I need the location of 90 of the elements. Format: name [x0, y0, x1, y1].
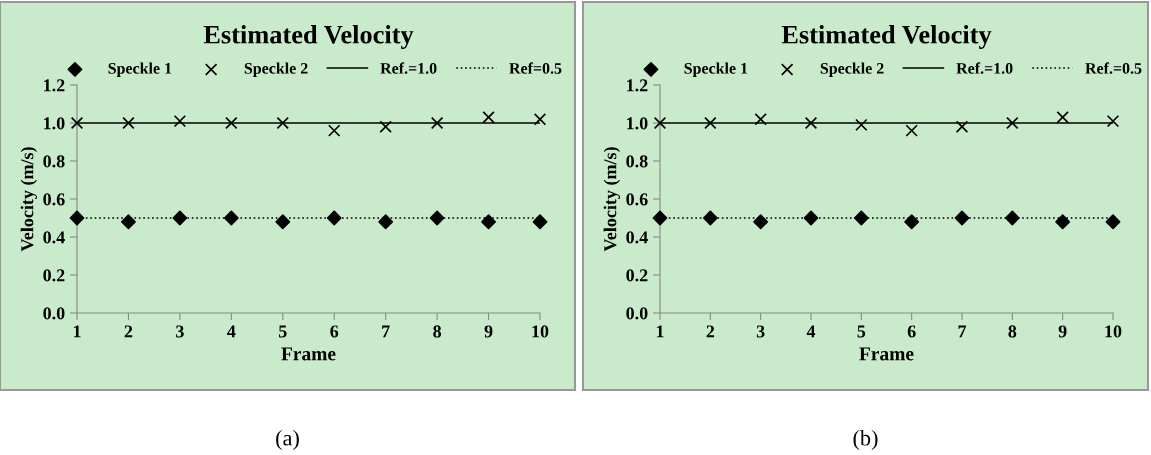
x-tick-label: 3: [756, 325, 765, 338]
x-tick-label: 9: [1058, 325, 1067, 338]
point: [905, 124, 918, 137]
legend-label: Speckle 1: [684, 62, 748, 78]
point: [173, 114, 187, 128]
y-tick-label: 0.6: [43, 193, 65, 206]
y-tick-label: 1.2: [44, 79, 65, 92]
point: [702, 210, 718, 226]
x-tick-label: 2: [706, 325, 715, 338]
point: [652, 210, 668, 226]
point: [1106, 114, 1120, 128]
point: [482, 111, 495, 124]
chart-title: Estimated Velocity: [203, 25, 414, 50]
y-tick-label: 0.2: [626, 269, 648, 282]
point: [326, 210, 342, 226]
point: [276, 116, 289, 130]
point: [1056, 111, 1069, 124]
point: [69, 210, 85, 226]
legend-label: Speckle 1: [108, 62, 172, 78]
y-axis-title: Velocity (m/s): [603, 147, 621, 252]
point: [225, 116, 238, 130]
x-tick-label: 4: [227, 325, 236, 338]
legend-label: Ref.=1.0: [380, 62, 437, 74]
point: [804, 116, 818, 130]
x-tick-label: 8: [1008, 325, 1017, 338]
x-tick-label: 1: [656, 325, 664, 338]
point: [1006, 116, 1019, 130]
point: [1105, 214, 1121, 230]
text: (a): [276, 429, 299, 451]
y-tick-label: 1.2: [627, 79, 648, 92]
x-tick-label: 6: [907, 325, 916, 338]
legend-label: Ref.=0.5: [1085, 62, 1142, 74]
x-tick-label: 3: [176, 325, 184, 338]
x-tick-label: 9: [484, 325, 493, 338]
point: [122, 116, 135, 130]
y-tick-label: 0.4: [43, 231, 65, 244]
point: [328, 124, 341, 137]
y-tick-label: 0.2: [43, 269, 65, 282]
point: [753, 214, 769, 230]
point: [1055, 214, 1071, 230]
point: [533, 112, 547, 126]
x-tick-label: 7: [382, 325, 390, 338]
point: [803, 210, 819, 226]
point: [70, 116, 84, 130]
x-axis-title: Frame: [859, 347, 914, 361]
point: [121, 214, 136, 230]
x-tick-label: 2: [124, 325, 133, 338]
y-tick-label: 1.0: [44, 117, 65, 130]
point: [481, 214, 496, 230]
y-tick-label: 0.8: [43, 155, 65, 168]
point: [754, 112, 767, 126]
x-tick-label: 4: [806, 325, 816, 338]
y-tick-label: 0.0: [626, 307, 648, 320]
point: [653, 116, 667, 130]
y-tick-label: 1.0: [627, 117, 648, 130]
point: [275, 214, 291, 230]
point: [172, 210, 188, 226]
legend-label: Ref=0.5: [509, 62, 562, 74]
point: [853, 210, 869, 226]
y-tick-label: 0.8: [626, 155, 648, 168]
x-tick-label: 8: [433, 325, 442, 338]
point: [379, 120, 392, 134]
point: [429, 210, 445, 226]
point: [704, 116, 717, 130]
x-tick-label: 6: [330, 325, 339, 338]
y-tick-label: 0.6: [626, 193, 648, 206]
legend-label: Speckle 2: [820, 62, 884, 78]
x-tick-label: 10: [532, 325, 549, 338]
legend-label: Ref.=1.0: [956, 62, 1013, 74]
y-axis-title: Velocity (m/s): [20, 147, 38, 252]
point: [1004, 210, 1020, 226]
y-tick-label: 0.0: [43, 307, 65, 320]
text: (b): [853, 429, 878, 451]
x-tick-label: 10: [1105, 325, 1122, 338]
point: [904, 214, 920, 230]
point: [430, 116, 444, 130]
x-tick-label: 5: [857, 325, 866, 338]
point: [955, 120, 969, 134]
x-tick-label: 7: [958, 325, 967, 338]
point: [954, 210, 970, 226]
x-tick-label: 1: [73, 325, 81, 338]
x-tick-label: 5: [278, 325, 287, 338]
point: [855, 118, 868, 132]
legend-label: Speckle 2: [244, 62, 308, 78]
point: [532, 214, 548, 230]
point: [378, 214, 394, 230]
point: [223, 210, 239, 226]
y-tick-label: 0.4: [626, 231, 648, 244]
x-axis-title: Frame: [281, 347, 336, 361]
chart-title: Estimated Velocity: [781, 25, 992, 50]
